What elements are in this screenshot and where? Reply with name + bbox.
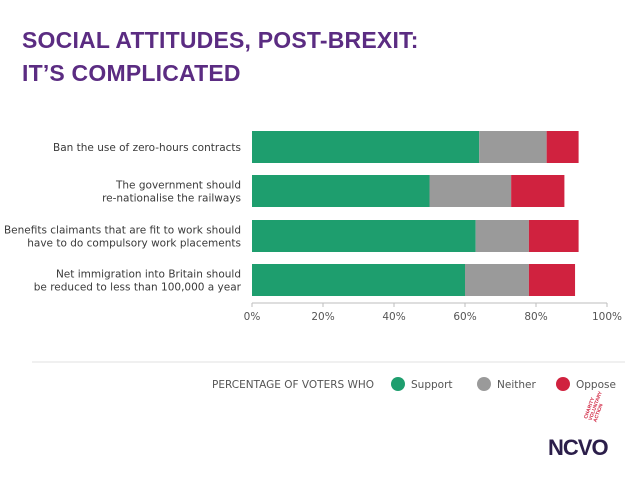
category-label: re-nationalise the railways	[102, 193, 241, 205]
bar-oppose	[528, 220, 579, 252]
x-tick-label: 0%	[244, 311, 261, 323]
legend-swatch-neither	[477, 377, 491, 391]
category-label: Benefits claimants that are fit to work …	[4, 225, 241, 237]
x-tick-label: 40%	[382, 311, 405, 323]
bar-support	[252, 131, 480, 163]
x-tick-label: 60%	[453, 311, 476, 323]
category-labels: Ban the use of zero-hours contracts The g…	[4, 142, 242, 294]
title-line-2: IT’S COMPLICATED	[22, 60, 241, 86]
ncvo-logo: NCVO CHARITY VOLUNTARY ACTION	[548, 391, 609, 462]
legend-swatch-support	[391, 377, 405, 391]
bar-neither	[429, 175, 512, 207]
bar-support	[252, 175, 430, 207]
bars-group	[252, 131, 579, 296]
bar-oppose	[546, 131, 579, 163]
legend-swatch-oppose	[556, 377, 570, 391]
legend-label-support: Support	[411, 379, 453, 391]
x-axis: 0% 20% 40% 60% 80% 100%	[244, 302, 622, 323]
legend-label-neither: Neither	[497, 379, 536, 391]
bar-support	[252, 220, 476, 252]
category-label: be reduced to less than 100,000 a year	[34, 282, 242, 294]
title-line-1: SOCIAL ATTITUDES, POST-BREXIT:	[22, 27, 419, 53]
logo-wordmark: NCVO	[548, 435, 609, 460]
category-label: The government should	[115, 180, 241, 192]
x-tick-label: 20%	[311, 311, 334, 323]
category-label: have to do compulsory work placements	[27, 238, 241, 250]
bar-support	[252, 264, 465, 296]
legend-title: PERCENTAGE OF VOTERS WHO	[212, 379, 374, 391]
bar-neither	[479, 131, 547, 163]
bar-neither	[475, 220, 529, 252]
legend: PERCENTAGE OF VOTERS WHO Support Neither Op…	[212, 377, 616, 391]
category-label: Ban the use of zero-hours contracts	[53, 142, 241, 154]
legend-label-oppose: Oppose	[576, 379, 616, 391]
category-label: Net immigration into Britain should	[56, 269, 241, 281]
x-tick-label: 80%	[524, 311, 547, 323]
page-title: SOCIAL ATTITUDES, POST-BREXIT: IT’S COMP…	[22, 24, 419, 90]
bar-oppose	[511, 175, 565, 207]
x-tick-label: 100%	[592, 311, 622, 323]
bar-neither	[465, 264, 529, 296]
bar-oppose	[528, 264, 576, 296]
